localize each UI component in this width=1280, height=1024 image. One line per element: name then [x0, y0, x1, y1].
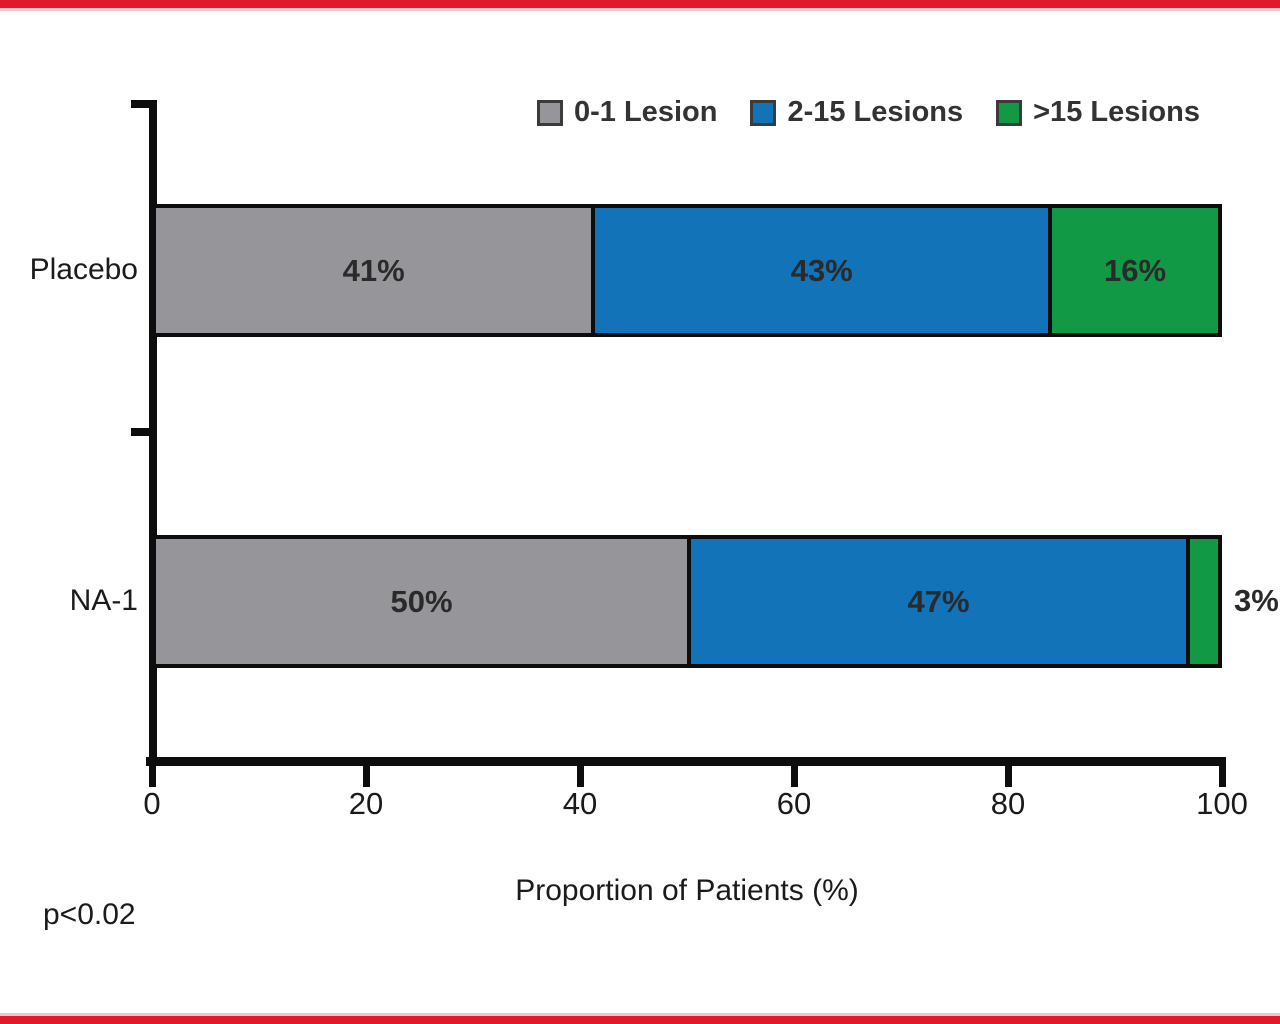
- bar-segment-placebo-15-lesions: 16%: [1048, 208, 1218, 333]
- legend-label: >15 Lesions: [1033, 96, 1200, 128]
- category-label-na-1: NA-1: [69, 583, 138, 617]
- x-axis-tick-100: [1218, 766, 1226, 787]
- category-label-placebo: Placebo: [29, 252, 138, 286]
- bar-na-1: 50% 47%: [152, 535, 1222, 668]
- bar-segment-value: 47%: [907, 583, 970, 619]
- bar-segment-value: 41%: [342, 252, 405, 288]
- x-axis-tick-20: [362, 766, 370, 787]
- bar-segment-na-1-0-1-lesion: 50%: [156, 539, 687, 664]
- legend-swatch-15-lesions: [996, 99, 1023, 126]
- bar-segment-placebo-2-15-lesions: 43%: [591, 208, 1049, 333]
- legend-label: 0-1 Lesion: [574, 96, 718, 128]
- bar-placebo: 41% 43% 16%: [152, 204, 1222, 337]
- legend-item-2-15-lesions: 2-15 Lesions: [750, 96, 963, 129]
- x-axis-tick-80: [1004, 766, 1012, 787]
- bottom-border-stripe: [0, 1016, 1280, 1024]
- top-border-stripe: [0, 0, 1280, 8]
- x-axis-title: Proportion of Patients (%): [515, 874, 859, 907]
- legend-item-15-lesions: >15 Lesions: [996, 96, 1200, 129]
- x-axis-tick-label-80: 80: [990, 786, 1026, 821]
- x-axis-tick-label-40: 40: [562, 786, 598, 821]
- bar-segment-value: 16%: [1103, 252, 1167, 288]
- x-axis-tick-40: [576, 766, 584, 787]
- p-value-annotation: p<0.02: [43, 898, 136, 931]
- legend-label: 2-15 Lesions: [787, 96, 964, 128]
- legend-swatch-2-15-lesions: [750, 99, 777, 126]
- top-border-stripe-light: [0, 8, 1280, 11]
- x-axis-tick-label-20: 20: [348, 786, 384, 821]
- x-axis-tick-label-100: 100: [1196, 786, 1248, 821]
- x-axis-tick-label-0: 0: [143, 786, 161, 821]
- y-axis-tick: [131, 100, 157, 108]
- bottom-border-stripe-light: [0, 1013, 1280, 1016]
- bar-segment-value: 50%: [390, 583, 453, 619]
- legend: 0-1 Lesion 2-15 Lesions >15 Lesions: [537, 96, 1200, 129]
- bar-segment-placebo-0-1-lesion: 41%: [156, 208, 592, 333]
- legend-swatch-0-1-lesion: [537, 99, 563, 126]
- x-axis-tick-60: [790, 766, 798, 787]
- x-axis-tick-0: [148, 766, 156, 787]
- y-axis-tick: [131, 428, 157, 436]
- bar-segment-value-outside: 3%: [1234, 582, 1279, 618]
- bar-segment-na-1-15-lesions: [1186, 539, 1218, 664]
- bar-segment-value: 43%: [790, 252, 853, 288]
- legend-item-0-1-lesion: 0-1 Lesion: [537, 96, 717, 129]
- x-axis-tick-label-60: 60: [776, 786, 812, 821]
- x-axis-line: [146, 757, 1226, 766]
- bar-segment-na-1-2-15-lesions: 47%: [687, 539, 1187, 664]
